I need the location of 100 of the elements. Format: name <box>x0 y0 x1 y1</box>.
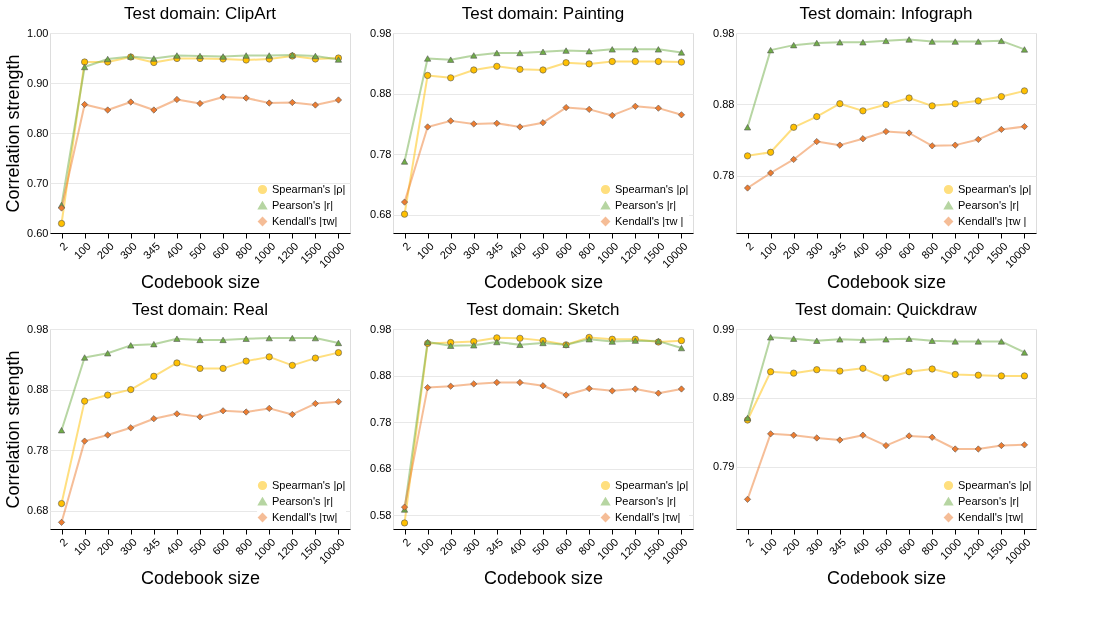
y-tick-label: 0.70 <box>27 176 49 189</box>
x-tick-label: 100 <box>414 239 436 262</box>
x-tick-label: 2 <box>57 239 70 253</box>
x-tick-label: 500 <box>872 239 895 262</box>
chart-title: Test domain: Real <box>131 300 269 319</box>
x-tick-label: 300 <box>803 239 826 262</box>
x-tick-label: 500 <box>529 239 552 262</box>
x-tick-label: 2 <box>400 535 413 549</box>
x-tick-label: 100 <box>757 535 779 558</box>
legend-label: Pearson's |r| <box>615 198 677 211</box>
x-tick-label: 500 <box>186 239 209 262</box>
x-tick-label: 600 <box>895 535 918 558</box>
legend-label: Kendall's |τw| <box>272 510 338 523</box>
x-tick-label: 400 <box>506 535 529 558</box>
y-tick-label: 0.99 <box>713 322 735 335</box>
legend-label: Pearson's |r| <box>958 494 1020 507</box>
x-tick-label: 600 <box>552 535 575 558</box>
x-tick-label: 800 <box>575 239 598 262</box>
x-axis-title: Codebook size <box>826 567 947 588</box>
y-tick-label: 0.90 <box>27 76 49 89</box>
legend-label: Kendall's |τw| <box>272 214 338 227</box>
x-axis-title: Codebook size <box>140 567 261 588</box>
y-axis-title: Correlation strength <box>3 54 24 213</box>
y-tick-label: 0.88 <box>713 97 735 110</box>
y-tick-label: 0.78 <box>370 415 392 428</box>
y-tick-label: 0.68 <box>370 462 392 475</box>
x-tick-label: 345 <box>140 239 163 262</box>
x-tick-label: 800 <box>232 535 255 558</box>
chart-title: Test domain: Infograph <box>799 4 973 23</box>
x-tick-label: 200 <box>437 239 459 262</box>
y-tick-label: 0.68 <box>370 208 392 221</box>
legend-label: Spearman's |ρ| <box>272 182 346 195</box>
y-tick-label: 0.89 <box>713 391 735 404</box>
x-tick-label: 600 <box>209 535 232 558</box>
x-axis-title: Codebook size <box>483 567 604 588</box>
x-tick-label: 345 <box>826 535 849 558</box>
x-tick-label: 2 <box>743 535 756 549</box>
x-tick-label: 500 <box>872 535 895 558</box>
x-tick-label: 400 <box>849 239 872 262</box>
x-tick-label: 400 <box>849 535 872 558</box>
y-tick-label: 0.98 <box>370 322 392 335</box>
x-tick-label: 600 <box>895 239 918 262</box>
x-tick-label: 200 <box>780 239 802 262</box>
x-tick-label: 100 <box>71 239 93 262</box>
x-tick-label: 2 <box>743 239 756 253</box>
x-tick-label: 200 <box>94 239 116 262</box>
legend-label: Kendall's |τw | <box>615 214 684 227</box>
x-tick-label: 400 <box>506 239 529 262</box>
x-tick-label: 800 <box>232 239 255 262</box>
x-tick-label: 600 <box>209 239 232 262</box>
x-tick-label: 100 <box>757 239 779 262</box>
x-axis-title: Codebook size <box>140 271 261 292</box>
y-tick-label: 0.78 <box>713 169 735 182</box>
y-tick-label: 0.78 <box>27 443 49 456</box>
x-tick-label: 800 <box>918 535 941 558</box>
x-tick-label: 800 <box>575 535 598 558</box>
legend-label: Pearson's |r| <box>615 494 677 507</box>
legend-label: Pearson's |r| <box>272 198 334 211</box>
chart-title: Test domain: ClipArt <box>123 4 277 23</box>
y-tick-label: 1.00 <box>27 26 49 39</box>
x-tick-label: 600 <box>552 239 575 262</box>
chart-title: Test domain: Quickdraw <box>795 300 978 319</box>
x-tick-label: 400 <box>163 239 186 262</box>
y-tick-label: 0.98 <box>27 322 49 335</box>
y-tick-label: 0.60 <box>27 226 49 239</box>
x-tick-label: 100 <box>414 535 436 558</box>
legend-label: Pearson's |r| <box>272 494 334 507</box>
x-tick-label: 300 <box>803 535 826 558</box>
y-tick-label: 0.98 <box>713 26 735 39</box>
x-tick-label: 345 <box>826 239 849 262</box>
x-tick-label: 800 <box>918 239 941 262</box>
x-axis-title: Codebook size <box>826 271 947 292</box>
x-tick-label: 500 <box>529 535 552 558</box>
y-tick-label: 0.78 <box>370 147 392 160</box>
x-tick-label: 400 <box>163 535 186 558</box>
x-tick-label: 200 <box>94 535 116 558</box>
x-tick-label: 345 <box>140 535 163 558</box>
y-tick-label: 0.79 <box>713 460 735 473</box>
x-tick-label: 300 <box>117 239 140 262</box>
x-tick-label: 345 <box>483 239 506 262</box>
y-tick-label: 0.88 <box>27 383 49 396</box>
y-tick-label: 0.88 <box>370 87 392 100</box>
x-tick-label: 300 <box>460 535 483 558</box>
legend-label: Spearman's |ρ| <box>615 182 689 195</box>
legend-label: Spearman's |ρ| <box>272 478 346 491</box>
legend-label: Kendall's |τw| <box>615 510 681 523</box>
x-tick-label: 500 <box>186 535 209 558</box>
x-axis-title: Codebook size <box>483 271 604 292</box>
y-tick-label: 0.80 <box>27 126 49 139</box>
x-tick-label: 2 <box>400 239 413 253</box>
x-tick-label: 300 <box>460 239 483 262</box>
x-tick-label: 300 <box>117 535 140 558</box>
y-axis-title: Correlation strength <box>3 350 24 509</box>
legend-label: Kendall's |τw | <box>958 214 1027 227</box>
legend-label: Spearman's |ρ| <box>958 182 1032 195</box>
legend-label: Spearman's |ρ| <box>958 478 1032 491</box>
legend-label: Pearson's |r| <box>958 198 1020 211</box>
x-tick-label: 2 <box>57 535 70 549</box>
y-tick-label: 0.98 <box>370 26 392 39</box>
x-tick-label: 100 <box>71 535 93 558</box>
